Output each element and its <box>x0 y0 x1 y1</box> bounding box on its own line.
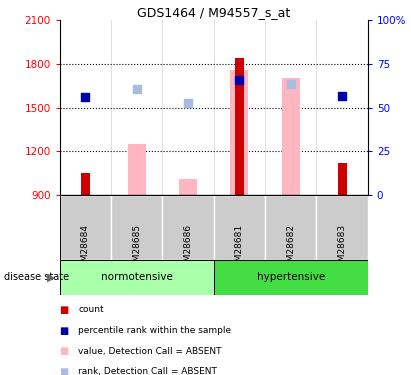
Text: rank, Detection Call = ABSENT: rank, Detection Call = ABSENT <box>78 368 217 375</box>
Text: ■: ■ <box>60 305 69 315</box>
Text: GSM28686: GSM28686 <box>184 224 192 273</box>
Bar <box>128 144 145 195</box>
Text: GSM28683: GSM28683 <box>338 224 346 273</box>
Text: GSM28684: GSM28684 <box>81 224 90 273</box>
Point <box>339 93 346 99</box>
Text: hypertensive: hypertensive <box>256 273 325 282</box>
Bar <box>162 195 214 260</box>
Text: value, Detection Call = ABSENT: value, Detection Call = ABSENT <box>78 347 222 356</box>
Bar <box>81 173 90 195</box>
Bar <box>214 195 265 260</box>
Bar <box>60 260 214 295</box>
Text: count: count <box>78 306 104 315</box>
Text: GSM28681: GSM28681 <box>235 224 244 273</box>
Title: GDS1464 / M94557_s_at: GDS1464 / M94557_s_at <box>137 6 290 19</box>
Text: ■: ■ <box>60 367 69 375</box>
Bar <box>282 78 300 195</box>
Text: ■: ■ <box>60 326 69 336</box>
Point <box>133 86 140 92</box>
Point <box>185 100 192 106</box>
Bar <box>214 260 368 295</box>
Text: GSM28682: GSM28682 <box>286 224 295 273</box>
Point <box>236 77 242 83</box>
Bar <box>231 70 248 195</box>
Bar <box>179 179 197 195</box>
Text: ■: ■ <box>60 346 69 356</box>
Point <box>82 94 89 100</box>
Text: ▶: ▶ <box>47 273 55 282</box>
Text: GSM28685: GSM28685 <box>132 224 141 273</box>
Bar <box>60 195 111 260</box>
Point <box>287 81 294 87</box>
Text: normotensive: normotensive <box>101 273 173 282</box>
Bar <box>316 195 368 260</box>
Bar <box>111 195 162 260</box>
Bar <box>337 163 347 195</box>
Text: percentile rank within the sample: percentile rank within the sample <box>78 326 231 335</box>
Bar <box>265 195 316 260</box>
Bar <box>235 58 244 195</box>
Text: disease state: disease state <box>4 273 69 282</box>
